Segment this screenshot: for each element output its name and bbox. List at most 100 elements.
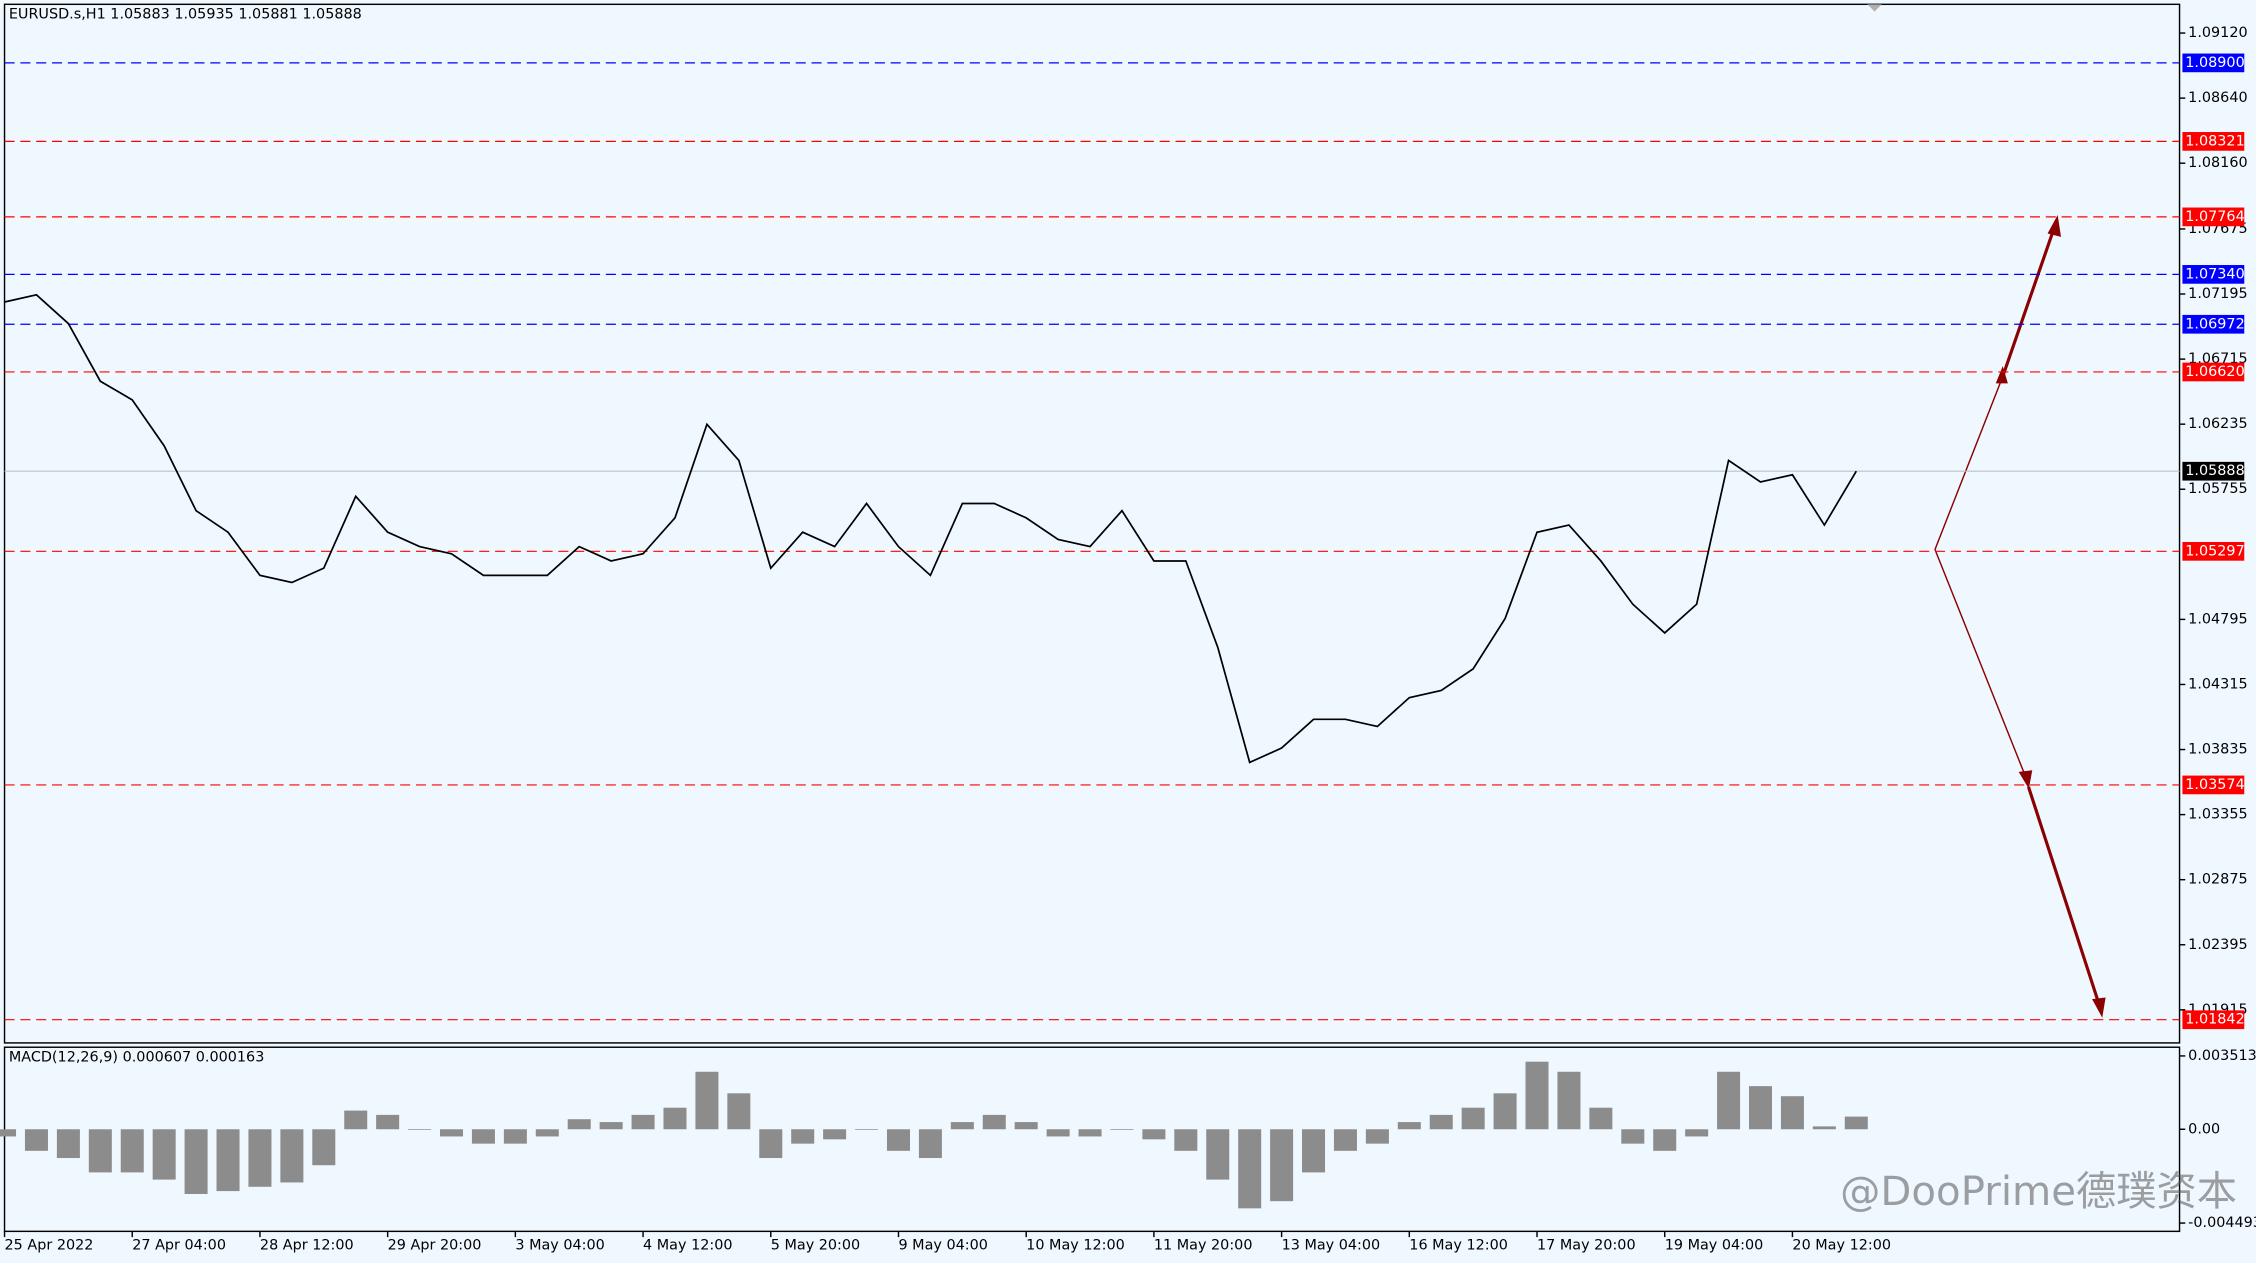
macd-bar xyxy=(56,1129,80,1159)
macd-bar xyxy=(88,1129,112,1173)
macd-bar xyxy=(1110,1129,1134,1130)
y-tick-label: 1.02875 xyxy=(2188,872,2247,888)
macd-bar xyxy=(184,1129,208,1194)
level-label-box xyxy=(2182,314,2245,334)
x-tick-label: 20 May 12:00 xyxy=(1792,1238,1891,1254)
macd-bar xyxy=(567,1119,591,1130)
level-label: 1.07340 xyxy=(2185,266,2244,282)
x-tick-label: 11 May 20:00 xyxy=(1154,1238,1253,1254)
level-label: 1.03574 xyxy=(2185,777,2244,793)
arrow-head xyxy=(2047,215,2062,237)
y-tick-label: -0.004493 xyxy=(2188,1215,2256,1231)
y-tick-label: 1.04315 xyxy=(2188,676,2247,692)
shift-marker xyxy=(1867,4,1882,12)
macd-bar xyxy=(1844,1116,1868,1130)
x-tick-label: 9 May 04:00 xyxy=(898,1238,987,1254)
level-label-box xyxy=(2182,775,2245,795)
y-tick-label: 0.003513 xyxy=(2188,1048,2256,1064)
macd-bar xyxy=(695,1071,719,1130)
macd-bar xyxy=(1780,1096,1804,1130)
macd-bar xyxy=(855,1129,879,1130)
macd-bar xyxy=(248,1129,272,1187)
chart-title: EURUSD.s,H1 1.05883 1.05935 1.05881 1.05… xyxy=(9,6,362,22)
macd-bar xyxy=(886,1129,910,1151)
macd-bar xyxy=(1206,1129,1230,1180)
macd-bar xyxy=(982,1114,1006,1130)
macd-bar xyxy=(1333,1129,1357,1151)
macd-bar xyxy=(1685,1129,1709,1137)
price-line xyxy=(4,293,1858,764)
macd-bar xyxy=(918,1129,942,1159)
level-label-box xyxy=(2182,1010,2245,1030)
macd-bar xyxy=(1174,1129,1198,1151)
x-tick-label: 16 May 12:00 xyxy=(1409,1238,1508,1254)
macd-bar xyxy=(1589,1107,1613,1130)
y-tick-label: 1.04795 xyxy=(2188,611,2247,627)
macd-bar xyxy=(1397,1122,1421,1130)
x-tick-label: 4 May 12:00 xyxy=(643,1238,732,1254)
y-tick-label: 1.07195 xyxy=(2188,286,2247,302)
level-label: 1.07764 xyxy=(2185,209,2244,225)
x-tick-label: 17 May 20:00 xyxy=(1537,1238,1636,1254)
level-label-box xyxy=(2182,541,2245,561)
x-tick-label: 27 Apr 04:00 xyxy=(132,1238,226,1254)
macd-bar xyxy=(1525,1061,1549,1130)
macd-pane xyxy=(3,1046,2181,1233)
macd-bar xyxy=(1302,1129,1326,1173)
y-tick-label: 1.03355 xyxy=(2188,807,2247,823)
macd-bar xyxy=(1812,1126,1836,1130)
macd-bar xyxy=(376,1114,400,1130)
macd-bar xyxy=(1653,1129,1677,1151)
y-tick-label: 1.08160 xyxy=(2188,155,2247,171)
x-tick-label: 3 May 04:00 xyxy=(515,1238,604,1254)
level-label: 1.05888 xyxy=(2185,463,2244,479)
arrow-line xyxy=(1934,549,2027,778)
macd-bar xyxy=(1748,1086,1773,1130)
level-label: 1.05297 xyxy=(2185,543,2244,559)
level-label-box xyxy=(2182,461,2245,481)
macd-bar xyxy=(312,1129,336,1166)
macd-bar xyxy=(408,1129,432,1130)
macd-bar xyxy=(759,1129,783,1159)
level-label: 1.08321 xyxy=(2185,133,2244,149)
macd-bar xyxy=(280,1129,304,1183)
x-tick-label: 29 Apr 20:00 xyxy=(388,1238,482,1254)
macd-bar xyxy=(950,1122,974,1130)
macd-bar xyxy=(1365,1129,1389,1144)
macd-bar xyxy=(1238,1129,1262,1209)
main-pane xyxy=(3,3,2181,1044)
macd-bar xyxy=(1270,1129,1294,1202)
x-tick-label: 13 May 04:00 xyxy=(1282,1238,1381,1254)
macd-bar xyxy=(791,1129,815,1144)
macd-bar xyxy=(1014,1122,1038,1130)
macd-bar xyxy=(344,1110,368,1130)
macd-bar xyxy=(120,1129,144,1173)
arrow-line xyxy=(1934,376,2004,550)
macd-bar xyxy=(631,1114,655,1130)
macd-bar xyxy=(1621,1129,1645,1144)
macd-bar xyxy=(1717,1071,1741,1130)
macd-bar xyxy=(1078,1129,1102,1137)
y-tick-label: 0.00 xyxy=(2188,1121,2220,1137)
arrow-line xyxy=(2001,226,2056,378)
x-tick-label: 25 Apr 2022 xyxy=(5,1238,94,1254)
macd-bar xyxy=(599,1122,623,1130)
macd-bar xyxy=(1142,1129,1166,1140)
x-tick-label: 10 May 12:00 xyxy=(1026,1238,1125,1254)
projection-arrows xyxy=(1934,215,2106,1018)
y-tick-label: 1.06235 xyxy=(2188,416,2247,432)
x-tick-label: 5 May 20:00 xyxy=(771,1238,860,1254)
macd-bar xyxy=(1493,1093,1517,1130)
macd-bar xyxy=(471,1129,495,1144)
macd-bar xyxy=(152,1129,176,1180)
level-label-box xyxy=(2182,362,2245,382)
x-tick-label: 19 May 04:00 xyxy=(1665,1238,1764,1254)
macd-bar xyxy=(663,1107,687,1130)
level-label-box xyxy=(2182,132,2245,151)
level-label-box xyxy=(2182,53,2245,73)
y-tick-label: 1.05755 xyxy=(2188,481,2247,497)
y-tick-label: 1.09120 xyxy=(2188,25,2247,41)
